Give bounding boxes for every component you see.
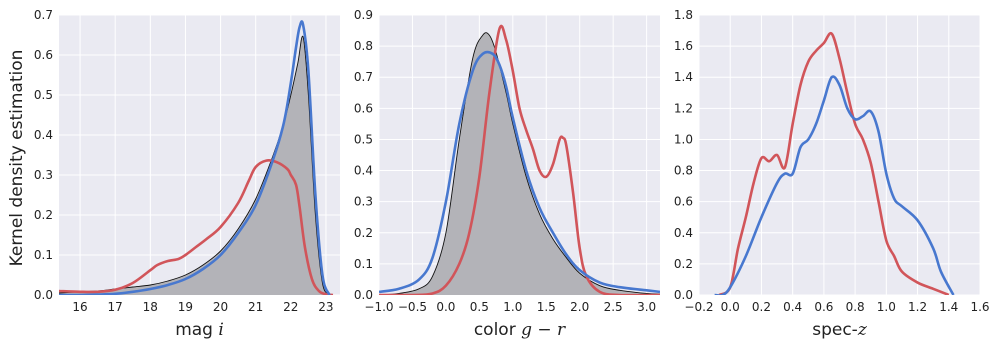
y-tick-label: 0.8 — [354, 39, 373, 53]
x-tick-label: −0.2 — [684, 300, 713, 314]
series-line-3 — [379, 50, 660, 294]
figure-ylabel: Kernel density estimation — [7, 50, 27, 267]
series-line-3 — [59, 20, 331, 295]
x-axis-label-text: color — [474, 320, 521, 340]
y-tick-label: 0.9 — [354, 8, 373, 22]
y-tick-label: 1.4 — [674, 70, 693, 84]
x-tick-label: 0.0 — [721, 300, 740, 314]
x-axis-label-math: z — [857, 320, 868, 340]
x-tick-label: 21 — [248, 300, 263, 314]
y-tick-label: 0.4 — [354, 164, 373, 178]
x-tick-label: 0.5 — [470, 300, 489, 314]
x-tick-label: 0.8 — [846, 300, 865, 314]
x-tick-label: 1.4 — [939, 300, 958, 314]
y-tick-label: 1.8 — [674, 8, 693, 22]
y-tick-label: 0.2 — [354, 226, 373, 240]
y-tick-label: 0.2 — [34, 208, 53, 222]
series-line-2 — [714, 75, 955, 295]
y-tick-label: 1.6 — [674, 39, 693, 53]
y-tick-label: 0.3 — [354, 195, 373, 209]
y-tick-label: 0.4 — [674, 226, 693, 240]
y-tick-label: 0.0 — [354, 288, 373, 302]
y-tick-label: 0.6 — [354, 101, 373, 115]
x-tick-label: −0.5 — [398, 300, 427, 314]
x-axis-label: spec-z — [812, 320, 868, 340]
y-tick-label: 0.4 — [34, 128, 53, 142]
x-tick-label: 17 — [108, 300, 123, 314]
x-tick-label: 20 — [213, 300, 228, 314]
x-tick-label: 23 — [318, 300, 333, 314]
y-tick-label: 0.1 — [34, 248, 53, 262]
series-group — [379, 24, 660, 295]
series-line-1 — [718, 31, 950, 295]
y-tick-label: 0.7 — [34, 8, 53, 22]
series-group — [714, 31, 955, 295]
y-tick-label: 1.2 — [674, 101, 693, 115]
x-axis-label-text: mag — [175, 320, 218, 340]
chart-panel-2: −1.0 −0.5 0.0 0.5 1.0 1.5 2.0 2.5 3.0 0.0 0.1 0.2 0.… — [354, 8, 660, 340]
series-line-2 — [379, 24, 660, 295]
x-tick-label: 1.5 — [537, 300, 556, 314]
y-tick-label: 0.1 — [354, 257, 373, 271]
y-tick-label: 0.6 — [674, 195, 693, 209]
x-tick-label: 0.2 — [752, 300, 771, 314]
series-line-2 — [59, 159, 334, 295]
x-tick-label: 0.4 — [783, 300, 802, 314]
series-group — [59, 20, 334, 295]
x-tick-label: 18 — [143, 300, 158, 314]
y-tick-label: 0.8 — [674, 164, 693, 178]
x-axis-label-math: g − r — [521, 320, 566, 340]
chart-panel-1: 16 17 18 19 20 21 22 23 0.0 0.1 0.2 0.3 0.4 0.5 0.6 0.7… — [34, 8, 340, 340]
series-area-fill — [379, 32, 660, 295]
x-tick-label: 22 — [283, 300, 298, 314]
y-tick-label: 0.0 — [34, 288, 53, 302]
y-tick-label: 1.0 — [674, 132, 693, 146]
x-tick-label: 1.6 — [970, 300, 989, 314]
y-tick-label: 0.3 — [34, 168, 53, 182]
x-axis-label: color g − r — [474, 320, 566, 340]
x-tick-label: 0.0 — [436, 300, 455, 314]
y-tick-label: 0.7 — [354, 70, 373, 84]
series-area-fill — [59, 36, 330, 295]
y-tick-label: 0.6 — [34, 48, 53, 62]
series-area-outline — [379, 32, 660, 295]
x-tick-label: 1.2 — [908, 300, 927, 314]
y-tick-label: 0.5 — [354, 132, 373, 146]
x-tick-label: 19 — [178, 300, 193, 314]
x-tick-label: 3.0 — [637, 300, 656, 314]
x-tick-label: 0.6 — [814, 300, 833, 314]
y-tick-label: 0.2 — [674, 257, 693, 271]
x-axis-label-text: spec- — [812, 320, 858, 340]
x-tick-label: 2.0 — [570, 300, 589, 314]
x-tick-label: 1.0 — [503, 300, 522, 314]
x-tick-label: 16 — [72, 300, 87, 314]
x-tick-label: 1.0 — [877, 300, 896, 314]
x-tick-label: −1.0 — [364, 300, 393, 314]
chart-panel-3: −0.2 0.0 0.2 0.4 0.6 0.8 1.0 1.2 1.4 1.60.00.20.4… — [674, 8, 990, 340]
y-tick-label: 0.5 — [34, 88, 53, 102]
x-axis-label: mag i — [175, 320, 224, 340]
y-tick-label: 0.0 — [674, 288, 693, 302]
x-axis-label-math: i — [218, 320, 223, 340]
x-tick-label: 2.5 — [604, 300, 623, 314]
